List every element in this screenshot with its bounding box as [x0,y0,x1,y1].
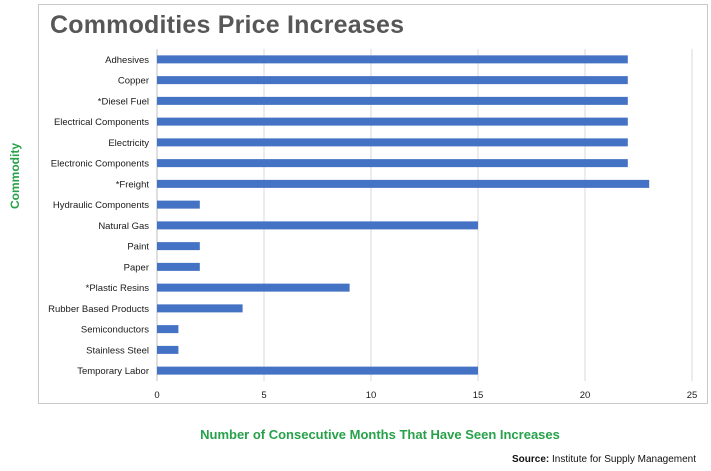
x-axis-label: Number of Consecutive Months That Have S… [200,427,560,442]
bar [157,345,179,354]
chart-frame [38,4,708,404]
bar [157,76,628,85]
bar [157,221,478,230]
category-label: Hydraulic Components [53,200,149,211]
category-label: Electricity [108,138,149,149]
category-label: Paint [127,242,149,253]
bar [157,325,179,334]
x-tick-label: 10 [366,390,377,401]
bar [157,304,243,313]
source-text: Institute for Supply Management [552,454,696,465]
bar [157,55,628,64]
bar [157,138,628,147]
category-label: Temporary Labor [77,366,149,377]
chart-title: Commodities Price Increases [50,11,405,39]
bar [157,179,650,188]
bar [157,96,628,105]
source-note: Source: Institute for Supply Management [512,454,696,465]
category-label: Stainless Steel [86,345,149,356]
category-label: Paper [124,262,149,273]
source-label: Source: [512,454,550,465]
bar [157,262,200,271]
category-label: *Freight [116,179,150,190]
category-label: Adhesives [105,55,149,66]
x-tick-label: 0 [154,390,159,401]
category-label: Rubber Based Products [48,304,149,315]
category-label: Electrical Components [54,117,149,128]
x-tick-label: 15 [473,390,484,401]
bar [157,159,628,168]
x-tick-label: 5 [261,390,266,401]
bar [157,366,478,375]
category-label: Semiconductors [81,325,149,336]
bar [157,200,200,209]
category-label: *Plastic Resins [86,283,150,294]
x-tick-label: 20 [580,390,591,401]
bar [157,283,350,292]
x-tick-label: 25 [687,390,698,401]
bar [157,117,628,126]
category-label: Copper [118,76,149,87]
bar [157,242,200,251]
category-label: Natural Gas [98,221,149,232]
category-label: Electronic Components [51,159,149,170]
category-label: *Diesel Fuel [98,96,149,107]
